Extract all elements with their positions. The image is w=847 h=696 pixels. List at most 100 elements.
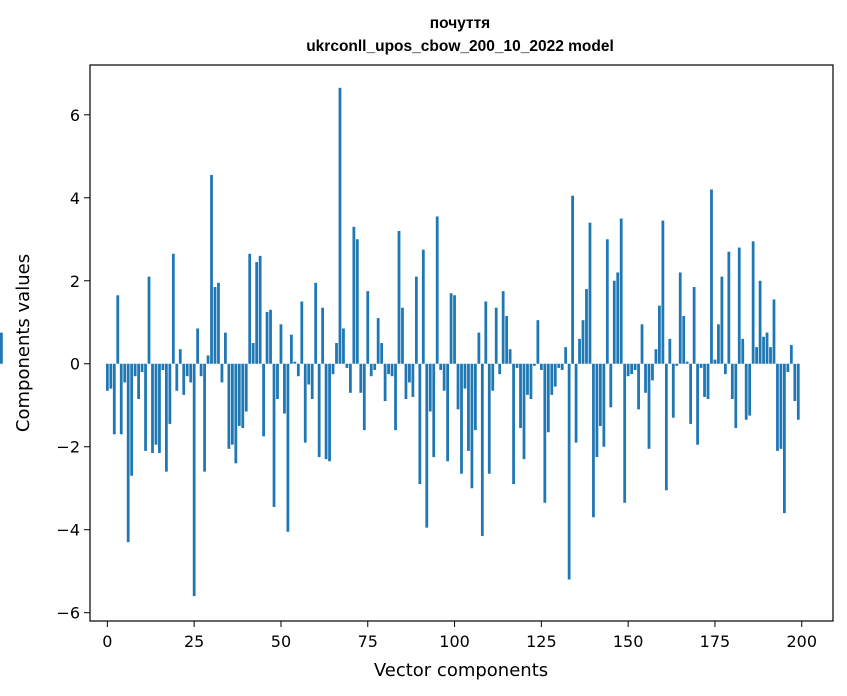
y-tick-label: 2 bbox=[70, 272, 80, 291]
bar bbox=[751, 241, 755, 364]
bar bbox=[703, 363, 706, 397]
bar bbox=[227, 363, 231, 449]
bar bbox=[612, 280, 616, 364]
bar bbox=[265, 311, 269, 364]
bar bbox=[529, 363, 533, 400]
x-axis-label: Vector components bbox=[374, 660, 548, 681]
bar bbox=[494, 307, 498, 364]
bar bbox=[748, 363, 752, 416]
bar bbox=[401, 307, 404, 364]
bar bbox=[737, 247, 741, 364]
bar bbox=[293, 361, 297, 364]
bar bbox=[116, 295, 120, 364]
bar bbox=[335, 343, 338, 364]
bar bbox=[369, 363, 373, 377]
bar bbox=[696, 363, 699, 445]
x-tick-label: 25 bbox=[184, 632, 204, 651]
bar bbox=[602, 363, 606, 447]
x-tick-label: 200 bbox=[786, 632, 817, 651]
bar bbox=[237, 363, 241, 426]
bar bbox=[463, 363, 467, 389]
bar bbox=[217, 282, 220, 364]
bar bbox=[793, 363, 797, 402]
bar bbox=[140, 363, 144, 373]
bar bbox=[567, 363, 571, 580]
bar bbox=[248, 253, 252, 364]
bar bbox=[241, 363, 245, 429]
bar bbox=[470, 363, 474, 489]
bar bbox=[501, 291, 505, 364]
bar bbox=[418, 363, 422, 485]
bar bbox=[783, 363, 786, 514]
bar bbox=[675, 363, 679, 366]
bar bbox=[592, 363, 595, 518]
bar bbox=[300, 301, 304, 364]
bar bbox=[310, 363, 314, 400]
x-axis-ticks: 0 25 50 75 100 125 150 175 200 bbox=[102, 621, 817, 651]
bar bbox=[324, 363, 328, 460]
bar bbox=[449, 293, 453, 364]
bars-group bbox=[0, 87, 800, 597]
bar bbox=[123, 363, 127, 383]
bar bbox=[588, 222, 592, 364]
bar bbox=[366, 291, 370, 364]
bar bbox=[244, 363, 248, 412]
bar bbox=[758, 280, 762, 364]
bar bbox=[376, 318, 380, 364]
bar bbox=[581, 320, 585, 364]
bar bbox=[730, 363, 734, 400]
bar bbox=[397, 230, 401, 364]
bar bbox=[779, 363, 783, 449]
bar bbox=[359, 363, 363, 393]
bar bbox=[574, 363, 578, 443]
bar bbox=[533, 363, 536, 366]
bar bbox=[664, 363, 668, 491]
bar bbox=[619, 218, 623, 364]
bar bbox=[355, 239, 359, 364]
y-axis-ticks: −6 −4 −2 0 2 4 6 bbox=[56, 106, 90, 623]
bar bbox=[435, 216, 439, 364]
x-tick-label: 125 bbox=[526, 632, 557, 651]
bar bbox=[345, 363, 349, 368]
bar bbox=[477, 332, 481, 364]
x-tick-label: 150 bbox=[613, 632, 644, 651]
bar bbox=[394, 363, 397, 431]
bar bbox=[168, 363, 172, 424]
bar bbox=[105, 363, 109, 391]
bar bbox=[428, 363, 432, 412]
bar bbox=[373, 363, 377, 370]
bar bbox=[446, 363, 449, 462]
bar bbox=[508, 349, 512, 364]
bar bbox=[158, 363, 161, 453]
bar bbox=[432, 363, 436, 458]
bar bbox=[560, 363, 564, 370]
bar bbox=[762, 336, 765, 364]
bar bbox=[230, 363, 234, 445]
bar bbox=[151, 363, 154, 453]
bar bbox=[626, 363, 630, 377]
bar bbox=[543, 363, 547, 503]
bar bbox=[317, 363, 321, 458]
bar bbox=[609, 363, 613, 408]
bar bbox=[119, 363, 123, 435]
bar bbox=[789, 345, 793, 364]
bar bbox=[526, 363, 529, 395]
bar bbox=[130, 363, 134, 476]
bar bbox=[456, 363, 460, 410]
bar bbox=[689, 363, 693, 424]
bar bbox=[338, 87, 342, 364]
bar bbox=[557, 363, 561, 368]
bar bbox=[654, 349, 658, 364]
bar bbox=[255, 262, 259, 364]
bar bbox=[505, 316, 509, 364]
chart-title-line-2: ukrconll_upos_cbow_200_10_2022 model bbox=[306, 38, 614, 55]
bar bbox=[307, 363, 311, 385]
bar bbox=[491, 363, 495, 391]
bar bbox=[644, 363, 647, 393]
x-tick-label: 175 bbox=[700, 632, 731, 651]
y-axis-label: Components values bbox=[13, 254, 34, 432]
bar bbox=[175, 363, 179, 391]
bar bbox=[776, 363, 779, 451]
